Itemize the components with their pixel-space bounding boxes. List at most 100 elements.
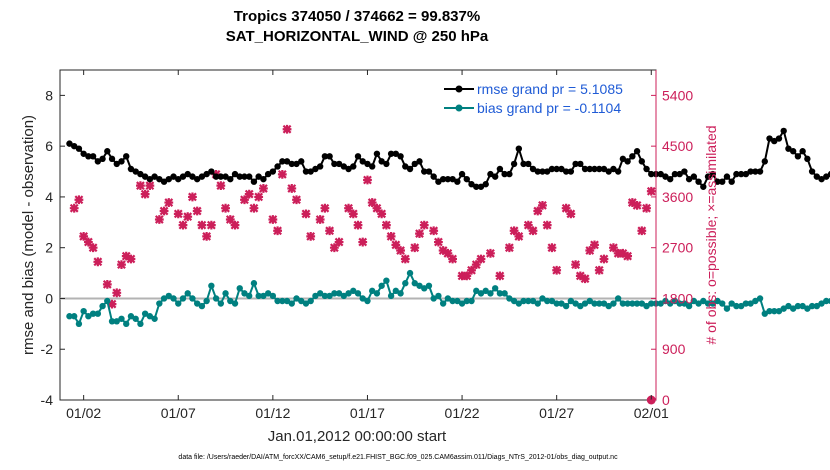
bias-point (231, 300, 239, 307)
bias-point (728, 300, 735, 307)
obs-assimilated-marker (410, 243, 420, 253)
bias-point (756, 295, 764, 302)
bias-point (733, 302, 740, 310)
bias-point (719, 300, 726, 307)
bias-point (761, 310, 768, 317)
bias-point (383, 277, 390, 284)
rmse-point (794, 153, 802, 160)
rmse-point (690, 173, 698, 180)
bias-point (421, 285, 428, 292)
bias-point (236, 285, 243, 292)
rmse-point (458, 170, 466, 178)
bias-point (373, 290, 381, 297)
legend-rmse-label: rmse grand pr = 5.1085 (477, 81, 623, 97)
bias-point (350, 287, 357, 295)
rmse-point (804, 155, 811, 163)
legend-rmse-marker (455, 85, 463, 93)
rmse-point (255, 173, 262, 180)
obs-assimilated-marker (202, 232, 212, 241)
bias-point (553, 300, 560, 307)
obs-assimilated-marker (329, 243, 339, 253)
obs-assimilated-marker (609, 243, 618, 253)
bias-point (170, 295, 177, 302)
rmse-point (378, 158, 385, 165)
rmse-point (198, 173, 206, 180)
obs-assimilated-marker (126, 254, 136, 264)
obs-assimilated-marker (206, 220, 216, 230)
obs-assimilated-marker (504, 243, 514, 253)
obs-assimilated-marker (467, 265, 476, 275)
bias-point (709, 300, 716, 307)
rmse-point (808, 168, 816, 175)
bias-point (108, 318, 116, 325)
rmse-point (274, 163, 281, 170)
obs-assimilated-marker (533, 206, 543, 216)
rmse-point (591, 165, 598, 173)
y-tick-label-left: 0 (45, 290, 53, 306)
rmse-point (203, 170, 210, 178)
bias-point (354, 290, 362, 297)
obs-assimilated-marker (121, 251, 131, 261)
obs-assimilated-marker (216, 181, 226, 191)
rmse-point (629, 153, 636, 160)
rmse-point (638, 158, 646, 165)
obs-assimilated-marker (325, 226, 335, 236)
rmse-point (184, 170, 191, 178)
obs-assimilated-marker (363, 175, 372, 185)
y-tick-label-left: 6 (45, 138, 53, 154)
bias-point (827, 297, 830, 305)
bias-point (250, 280, 258, 287)
rmse-point (411, 160, 418, 168)
x-ticks-group: 01/02 01/07 01/12 01/17 01/22 01/27 02/01 (66, 70, 669, 421)
obs-assimilated-marker (377, 209, 387, 219)
rmse-point (179, 173, 187, 180)
bias-point (501, 290, 508, 297)
obs-assimilated-marker (154, 215, 164, 224)
bias-point (302, 300, 310, 307)
obs-assimilated-marker (102, 279, 112, 289)
bias-point (430, 295, 437, 302)
obs-assimilated-marker (140, 189, 150, 199)
rmse-point (506, 170, 513, 178)
rmse-point (89, 153, 97, 160)
y-tick-label-left: -2 (41, 341, 54, 357)
obs-assimilated-marker (244, 189, 254, 199)
bias-point (643, 302, 650, 310)
bias-point (269, 292, 277, 300)
rmse-point (733, 170, 740, 178)
rmse-point (477, 183, 485, 190)
rmse-point (463, 175, 470, 183)
rmse-point (316, 163, 324, 170)
obs-assimilated-marker (381, 220, 391, 230)
rmse-point (208, 168, 215, 175)
obs-marker-group (69, 124, 656, 405)
bias-point (368, 287, 376, 295)
bias-point (151, 315, 158, 322)
bias-point (468, 297, 475, 305)
bias-point (662, 297, 669, 305)
bias-point (274, 297, 281, 305)
obs-assimilated-marker (528, 226, 538, 236)
rmse-point (619, 155, 627, 163)
rmse-point (170, 173, 177, 180)
rmse-point (160, 178, 168, 185)
obs-assimilated-marker (396, 246, 405, 255)
obs-assimilated-marker (429, 226, 439, 236)
bias-point (529, 297, 537, 305)
bias-point (123, 320, 130, 328)
rmse-point (421, 168, 428, 175)
obs-assimilated-marker (183, 212, 193, 222)
obs-assimilated-marker (538, 200, 547, 210)
rmse-point (340, 163, 348, 170)
rmse-point (288, 160, 295, 168)
rmse-point (813, 173, 821, 180)
obs-assimilated-marker (476, 254, 486, 264)
rmse-point (175, 175, 182, 183)
bias-point (539, 295, 546, 302)
rmse-point (709, 170, 716, 178)
legend-bias-label: bias grand pr = -0.1104 (477, 100, 621, 116)
obs-assimilated-marker (575, 271, 585, 281)
bias-point (397, 290, 404, 297)
rmse-point (501, 170, 508, 178)
